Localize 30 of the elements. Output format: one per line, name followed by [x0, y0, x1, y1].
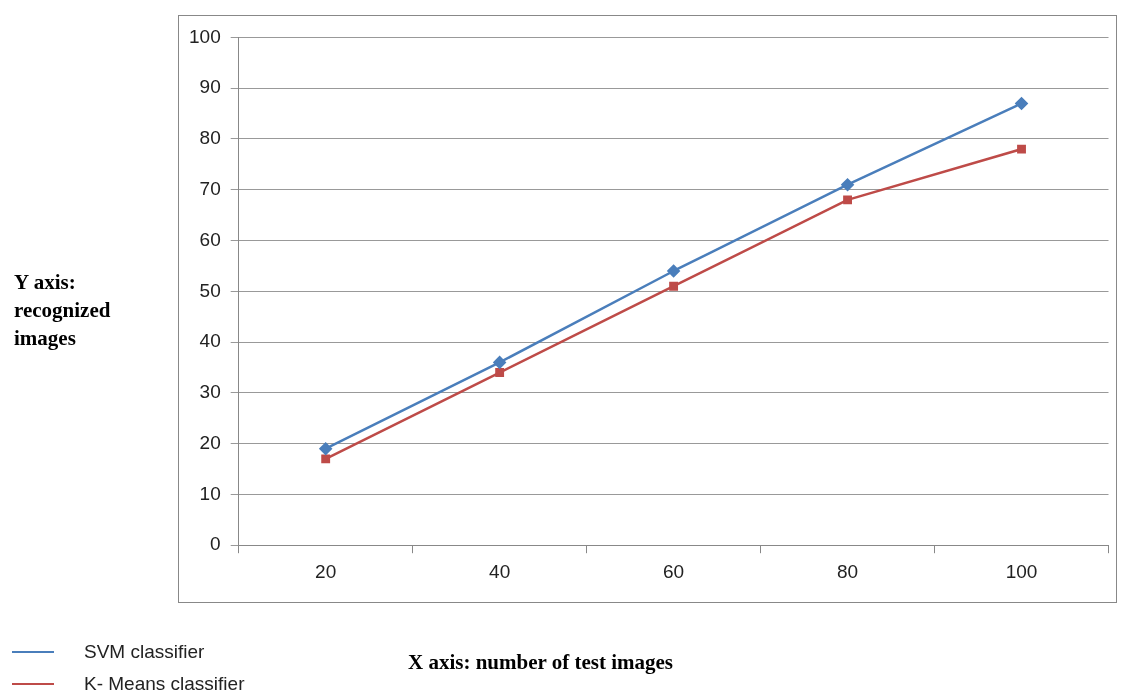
y-tick-label: 70	[199, 177, 221, 199]
legend-label: SVM classifier	[84, 641, 205, 663]
y-tick-label: 10	[199, 482, 221, 504]
point	[321, 454, 331, 464]
y-tick-label: 50	[199, 279, 221, 301]
x-axis-title: X axis: number of test images	[408, 650, 674, 675]
x-tick-label: 100	[1005, 560, 1038, 582]
x-tick-label: 80	[836, 560, 859, 582]
legend-label: K- Means classifier	[84, 673, 245, 690]
point	[495, 368, 505, 377]
x-tick-label: 60	[663, 560, 685, 582]
point	[843, 195, 852, 205]
y-tick-label: 100	[189, 25, 221, 47]
y-tick-label: 60	[199, 228, 221, 250]
y-axis-title: Y axis: recognized images	[14, 269, 112, 352]
y-tick-label: 90	[199, 76, 221, 98]
point	[319, 442, 332, 455]
point	[669, 281, 679, 291]
point	[493, 356, 506, 369]
y-tick-label: 0	[210, 533, 221, 555]
x-tick-label: 40	[489, 560, 511, 582]
x-tick-label: 20	[315, 560, 337, 582]
y-tick-label: 30	[199, 381, 221, 403]
point	[1015, 97, 1028, 110]
y-tick-label: 40	[199, 330, 221, 352]
point	[841, 178, 854, 191]
point	[667, 264, 680, 278]
y-tick-label: 20	[199, 431, 221, 453]
y-tick-label: 80	[199, 127, 221, 149]
point	[1017, 144, 1026, 154]
